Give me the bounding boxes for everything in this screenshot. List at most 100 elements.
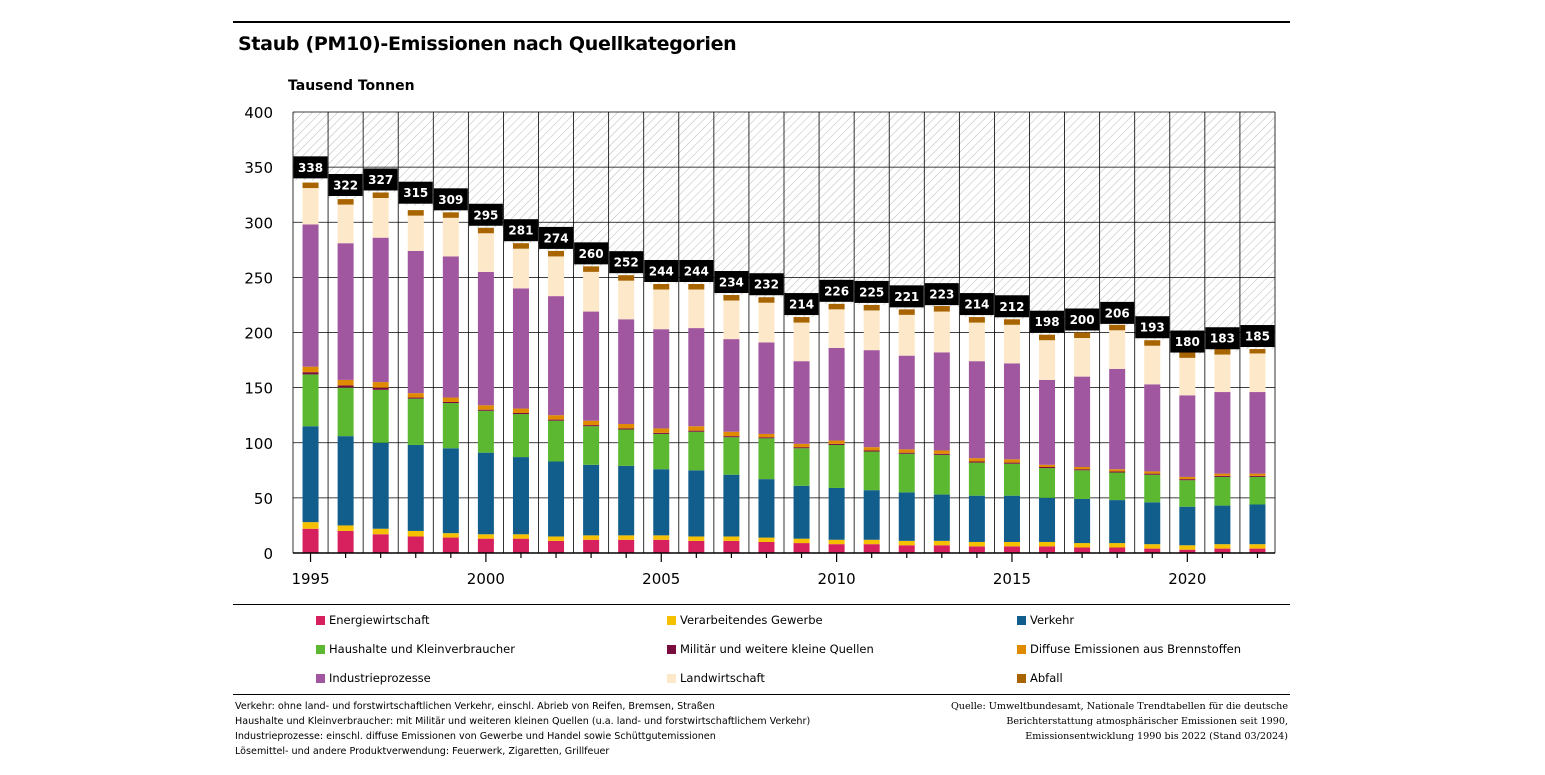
total-label: 193 [1140,321,1165,335]
total-label-box [714,271,749,294]
bar-segment [968,541,985,547]
bar-segment [828,539,845,545]
total-label-box [959,293,994,316]
bar-segment [512,408,529,413]
source-line: Quelle: Umweltbundesamt, Nationale Trend… [950,701,1288,712]
bar-segment [1109,469,1126,472]
bar-segment [512,457,529,535]
total-label-box [503,219,538,242]
total-label-box [609,251,644,274]
total-label-box [749,273,784,296]
legend-item: Landwirtschaft [667,671,765,685]
bar-segment [863,350,880,448]
total-label-box [574,242,609,265]
total-label: 252 [614,256,639,270]
hatched-area [1239,112,1275,350]
bar-segment [898,492,915,541]
bar-segment [1179,506,1196,546]
bar-segment [1249,475,1266,477]
bar-segment [618,535,635,540]
bar-segment [477,233,494,272]
bar-segment [863,544,880,553]
bar-segment [548,415,565,420]
bar-segment [1214,354,1231,393]
total-label: 338 [298,161,323,175]
bar-segment [723,437,740,475]
hatched-area [1099,112,1135,326]
bar-segment [1109,330,1126,369]
bar-segment [653,283,670,290]
total-label-box [1170,330,1205,353]
total-label: 315 [403,186,428,200]
bar-segment [407,444,424,531]
total-label-box [1135,316,1170,339]
bar-segment [1074,338,1091,377]
total-label: 180 [1175,335,1200,349]
stacked-bar-chart: 338 322 327 315 309 295 281 274 260 252 244 244 234 2… [244,104,1276,588]
legend-swatch [667,645,676,654]
bar-segment [1039,468,1056,498]
bar-segment [898,449,915,453]
bar-segment [1179,357,1196,396]
bar-segment [828,544,845,553]
total-label: 183 [1210,332,1235,346]
bar-segment [477,452,494,535]
axes: 0 50 100 150 200 250 300 350 400 1995 2000 2005 2010… [244,104,1275,588]
bar-segment [1074,543,1091,548]
bar-segment [1214,392,1231,474]
hatched-area [1169,112,1205,355]
bar-segment [618,428,635,430]
bar-segment [1179,476,1196,480]
bar-segment [477,409,494,411]
bar-segment [1003,363,1020,460]
bar-segment [968,546,985,553]
bar-segment [407,250,424,394]
total-label: 200 [1070,313,1095,327]
bar-segment [933,540,950,546]
bar-segment [863,450,880,452]
bar-segment [1074,332,1091,339]
legend-label: Verkehr [1030,613,1075,627]
y-tick-label: 50 [254,490,273,508]
total-label: 244 [684,264,709,278]
bar-segment [758,479,775,538]
bar-segment [407,210,424,216]
bar-segment [1039,541,1056,547]
bar-segment [723,474,740,537]
bar-segment [898,545,915,553]
bar-segment [548,250,565,257]
bar-segment [372,389,389,443]
total-label: 214 [964,298,989,312]
legend-item: Militär und weitere kleine Quellen [667,642,874,656]
bar-segment [793,443,810,448]
bar-segment [933,545,950,553]
bar-segment [337,530,354,553]
legend-item: Verkehr [1017,613,1074,627]
bar-segment [758,438,775,480]
bar-segment [1003,324,1020,364]
top-rule [233,21,1290,23]
bar-segment [793,447,810,449]
legend-swatch [316,645,325,654]
total-label-box [1240,325,1275,348]
chart-title: Staub (PM10)-Emissionen nach Quellkatego… [238,33,737,55]
legend-label: Militär und weitere kleine Quellen [680,642,874,656]
bar-segment [407,398,424,445]
bar-segment [372,534,389,553]
bar-segment [758,541,775,553]
bar-segment [653,289,670,330]
bar-segment [618,319,635,425]
total-label: 206 [1105,306,1130,320]
bar-segment [372,442,389,529]
total-label-box [1030,310,1065,333]
bar-segment [583,535,600,540]
legend-item: Industrieprozesse [316,671,431,685]
bar-segment [1214,475,1231,477]
bar-segment [583,539,600,553]
footnote-line: Lösemittel- und andere Produktverwendung… [235,746,610,757]
total-label: 223 [929,288,954,302]
bar-segment [1039,379,1056,465]
bar-segment [337,385,354,388]
bar-segment [1179,545,1196,550]
bar-segment [758,437,775,439]
